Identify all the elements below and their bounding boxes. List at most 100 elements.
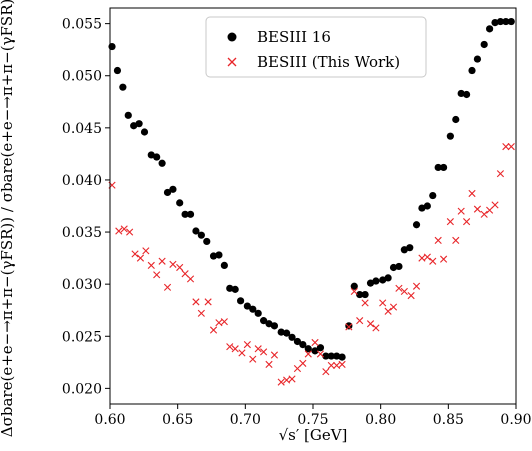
point-besiii16 xyxy=(361,290,369,299)
point-this-work xyxy=(457,207,465,215)
point-besiii16 xyxy=(299,341,307,349)
point-besiii16 xyxy=(153,153,161,161)
point-this-work xyxy=(361,299,369,307)
point-besiii16 xyxy=(384,274,392,282)
point-besiii16 xyxy=(254,309,262,317)
x-tick-label: 0.65 xyxy=(162,412,193,428)
point-besiii16 xyxy=(507,17,515,26)
point-this-work xyxy=(502,143,510,151)
point-besiii16 xyxy=(181,210,189,218)
point-besiii16 xyxy=(277,328,285,336)
point-besiii16 xyxy=(192,227,200,235)
point-besiii16 xyxy=(350,282,358,290)
point-besiii16 xyxy=(327,352,335,360)
point-this-work xyxy=(176,263,184,272)
point-besiii16 xyxy=(283,329,291,337)
point-besiii16 xyxy=(379,276,387,284)
x-tick-label: 0.60 xyxy=(94,412,125,428)
point-this-work xyxy=(389,303,398,311)
point-besiii16 xyxy=(203,237,211,246)
legend-label-this-work: BESIII (This Work) xyxy=(257,53,400,71)
point-besiii16 xyxy=(423,202,431,210)
y-tick-label: 0.050 xyxy=(62,69,102,85)
point-this-work xyxy=(327,361,335,370)
point-besiii16 xyxy=(270,322,279,330)
point-this-work xyxy=(215,319,223,327)
point-besiii16 xyxy=(215,251,223,259)
point-besiii16 xyxy=(209,252,218,260)
point-besiii16 xyxy=(130,122,138,130)
point-this-work xyxy=(350,287,358,296)
point-this-work xyxy=(204,298,212,306)
point-this-work xyxy=(163,283,172,291)
point-this-work xyxy=(491,201,499,209)
data-points xyxy=(108,17,515,386)
point-this-work xyxy=(120,225,128,233)
point-this-work xyxy=(496,170,505,178)
point-this-work xyxy=(265,360,273,368)
point-this-work xyxy=(197,309,205,317)
point-this-work xyxy=(407,292,415,300)
point-besiii16 xyxy=(366,279,375,287)
point-besiii16 xyxy=(304,345,312,353)
point-besiii16 xyxy=(486,25,494,33)
point-besiii16 xyxy=(293,337,302,346)
point-this-work xyxy=(243,341,251,349)
point-besiii16 xyxy=(491,18,499,27)
point-besiii16 xyxy=(220,261,228,269)
point-this-work xyxy=(136,254,145,262)
point-this-work xyxy=(169,260,177,268)
point-this-work xyxy=(220,318,228,326)
point-besiii16 xyxy=(400,246,408,254)
point-this-work xyxy=(507,143,515,151)
point-besiii16 xyxy=(158,159,166,167)
point-this-work xyxy=(192,298,200,306)
point-besiii16 xyxy=(176,199,184,207)
y-tick-label: 0.045 xyxy=(62,121,102,137)
point-this-work xyxy=(463,218,471,226)
point-besiii16 xyxy=(197,231,205,239)
point-this-work xyxy=(446,218,454,226)
point-this-work xyxy=(468,189,476,198)
point-besiii16 xyxy=(119,83,127,91)
point-this-work xyxy=(126,228,134,236)
y-axis-label: Δσbare(e+e−→π+π−(γFSR)) / σbare(e+e−→π+π… xyxy=(0,0,16,437)
point-this-work xyxy=(283,376,291,384)
x-axis-label: √s′ [GeV] xyxy=(279,426,348,444)
y-tick-label: 0.055 xyxy=(62,17,102,33)
point-this-work xyxy=(299,359,307,367)
point-besiii16 xyxy=(243,302,251,310)
point-besiii16 xyxy=(473,55,482,63)
point-besiii16 xyxy=(345,322,353,330)
point-besiii16 xyxy=(395,262,403,271)
point-besiii16 xyxy=(311,347,319,355)
point-this-work xyxy=(480,210,488,218)
point-this-work xyxy=(142,247,150,255)
point-besiii16 xyxy=(288,333,296,341)
point-this-work xyxy=(115,227,123,235)
point-this-work xyxy=(452,236,460,244)
legend-marker-this-work xyxy=(227,57,237,67)
point-besiii16 xyxy=(434,163,442,172)
y-tick-label: 0.035 xyxy=(62,225,102,241)
point-besiii16 xyxy=(356,290,364,299)
point-besiii16 xyxy=(338,353,346,361)
point-besiii16 xyxy=(322,352,330,360)
point-this-work xyxy=(254,345,262,353)
legend-label-besiii16: BESIII 16 xyxy=(257,28,331,46)
point-besiii16 xyxy=(468,66,476,75)
point-besiii16 xyxy=(439,163,448,172)
point-besiii16 xyxy=(502,17,510,26)
point-this-work xyxy=(226,343,234,351)
y-tick-label: 0.030 xyxy=(62,277,102,293)
point-this-work xyxy=(434,236,442,244)
point-besiii16 xyxy=(236,297,245,305)
point-this-work xyxy=(423,253,431,261)
point-besiii16 xyxy=(231,285,239,293)
point-this-work xyxy=(147,261,155,269)
point-this-work xyxy=(158,257,166,265)
point-this-work xyxy=(238,349,246,357)
point-besiii16 xyxy=(265,320,273,328)
point-besiii16 xyxy=(135,120,143,128)
